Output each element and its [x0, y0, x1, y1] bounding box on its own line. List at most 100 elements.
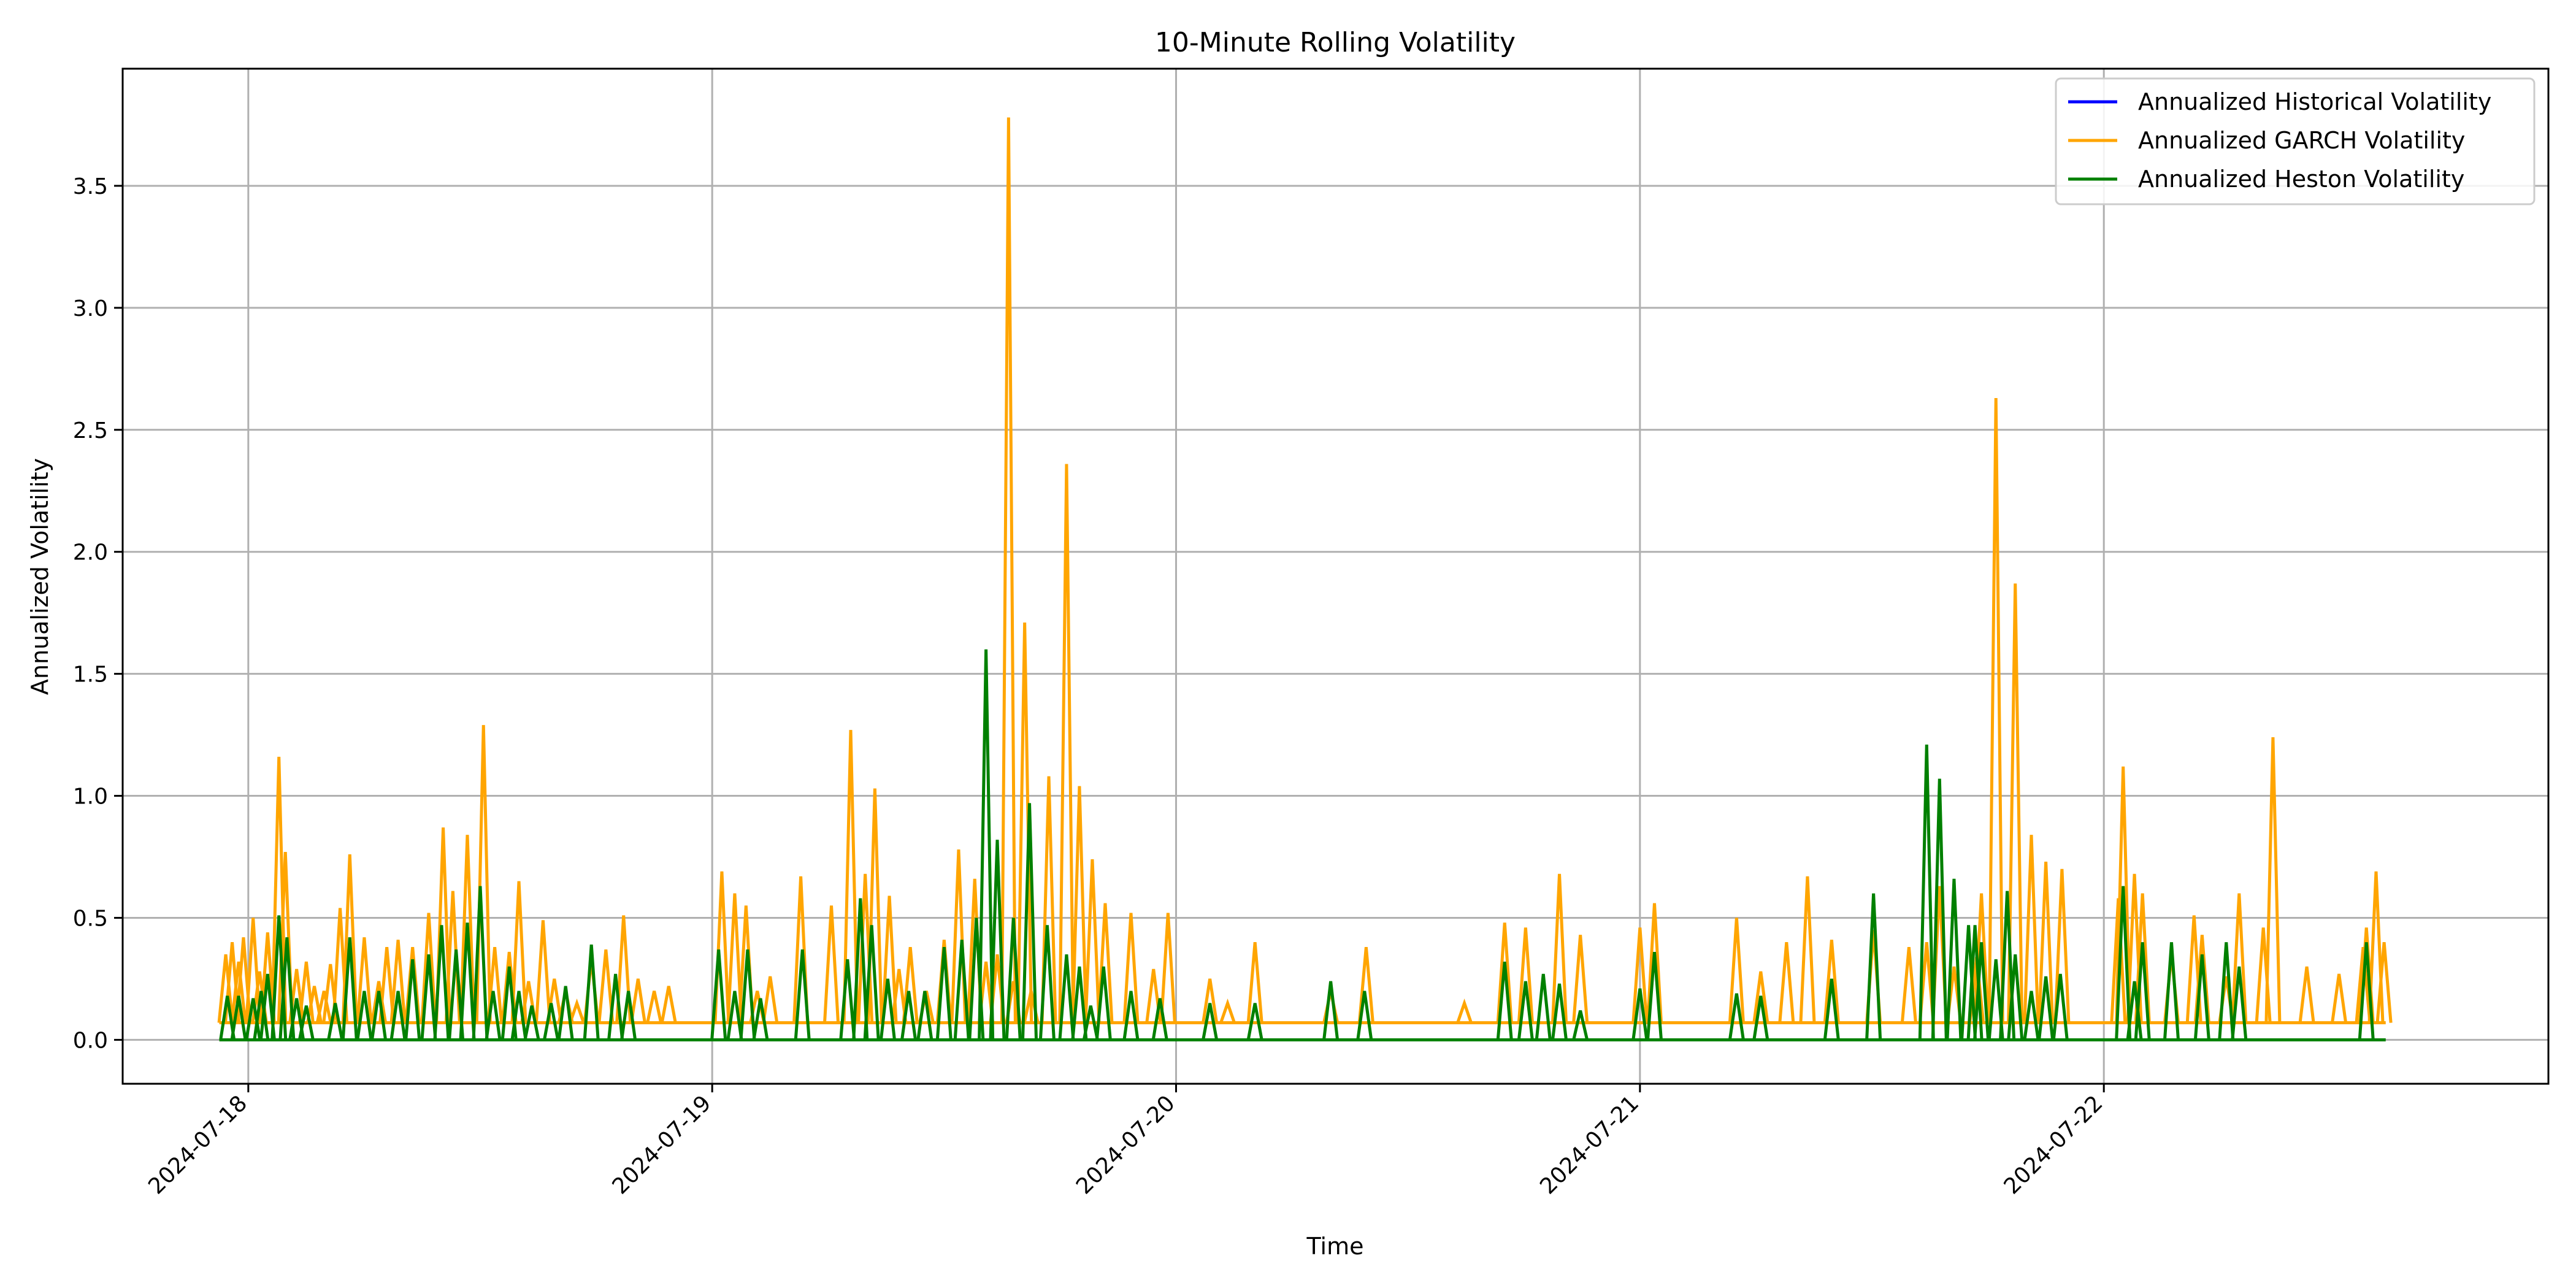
series-point [2023, 835, 2040, 1023]
legend-label: Annualized GARCH Volatility [2138, 127, 2465, 154]
series-point [1572, 1010, 1589, 1040]
x-axis-label: Time [1306, 1233, 1364, 1260]
series-point [1021, 803, 1038, 1040]
series-2 [219, 649, 2386, 1041]
series-point [1517, 981, 1534, 1040]
legend-label: Annualized Historical Volatility [2138, 88, 2491, 115]
series-point [1945, 878, 1963, 1040]
y-tick-label: 2.0 [73, 540, 108, 565]
series-point [1246, 942, 1263, 1023]
series-point [916, 991, 933, 1040]
series-point [1900, 946, 1917, 1023]
series-point [1823, 978, 1840, 1040]
series-point [1778, 942, 1795, 1023]
series-point [1551, 983, 1568, 1040]
series-point [523, 1005, 540, 1040]
legend: Annualized Historical Volatility Annualiz… [2055, 77, 2536, 205]
series-point [557, 986, 574, 1040]
series-point [278, 937, 296, 1040]
series-point [1960, 925, 1977, 1040]
series-point [1357, 946, 1374, 1023]
series-point [1987, 398, 2004, 1023]
series-point [953, 940, 970, 1040]
series-point [1931, 778, 1948, 1040]
series-point [1058, 464, 1075, 1023]
series-point [852, 898, 869, 1040]
series-point [1517, 927, 1534, 1023]
series-point [486, 946, 504, 1023]
y-tick-label: 1.0 [73, 784, 108, 810]
series-point [2331, 973, 2348, 1023]
chart-title: 10-Minute Rolling Volatility [1155, 27, 1516, 58]
series-point [739, 949, 756, 1040]
series-point [459, 922, 476, 1040]
series-point [978, 649, 995, 1040]
series-point [646, 991, 663, 1024]
series-point [543, 1003, 560, 1040]
series-point [534, 920, 551, 1023]
series-point [1535, 973, 1552, 1040]
series-point [900, 991, 918, 1040]
series-point [472, 886, 489, 1040]
series-point [1322, 981, 1340, 1040]
series-point [2193, 954, 2210, 1040]
y-tick-label: 3.5 [73, 174, 108, 199]
series-point [935, 947, 953, 1040]
series-point [510, 881, 527, 1023]
series-point [989, 840, 1006, 1040]
series-point [839, 959, 856, 1040]
legend-box [2055, 77, 2536, 205]
series-point [2037, 861, 2055, 1023]
series-point [2358, 942, 2375, 1040]
series-point [1071, 966, 1088, 1040]
series-point [1646, 903, 1663, 1023]
y-tick-label: 0.0 [73, 1028, 108, 1053]
series-point [378, 946, 396, 1023]
series-point [1040, 776, 1057, 1023]
series-point [1631, 988, 1649, 1040]
series-point [485, 991, 502, 1040]
series-point [1865, 893, 1882, 1040]
series-point [1095, 966, 1112, 1040]
series-point [2053, 868, 2071, 1023]
series-point [1728, 993, 1745, 1040]
series-point [1005, 918, 1022, 1040]
series-point [1799, 876, 1816, 1023]
series-point [1496, 922, 1513, 1023]
series-point [2231, 966, 2248, 1040]
series-point [420, 913, 437, 1023]
series-point [420, 954, 437, 1040]
series-point [2052, 973, 2069, 1040]
series-point [1572, 935, 1589, 1023]
series-point [1728, 918, 1745, 1023]
series-point [1752, 995, 1769, 1040]
series-point [1016, 623, 1033, 1023]
series-point [1496, 961, 1513, 1040]
series-point [620, 991, 637, 1040]
series-point [1151, 998, 1168, 1040]
series-point [1646, 951, 1663, 1040]
series-point [459, 835, 476, 1023]
series-point [356, 991, 373, 1040]
series-point [2218, 942, 2235, 1040]
y-tick-label: 0.5 [73, 906, 108, 931]
series-point [1000, 117, 1017, 1023]
series-point [1159, 913, 1176, 1023]
series-point [891, 968, 908, 1023]
series-point [660, 986, 677, 1023]
series-point [2007, 954, 2024, 1040]
series-point [1084, 859, 1101, 1023]
series-point [297, 1005, 315, 1040]
series-point [1122, 991, 1140, 1040]
series-point [2007, 583, 2024, 1023]
series-point [1973, 942, 1990, 1040]
series-point [2375, 942, 2393, 1023]
series-point [794, 949, 811, 1040]
series-point [823, 905, 840, 1023]
series-point [2134, 942, 2151, 1040]
series-point [2264, 737, 2282, 1023]
series-point [1823, 940, 1840, 1023]
series-point [2298, 966, 2315, 1023]
series-point [597, 949, 615, 1023]
